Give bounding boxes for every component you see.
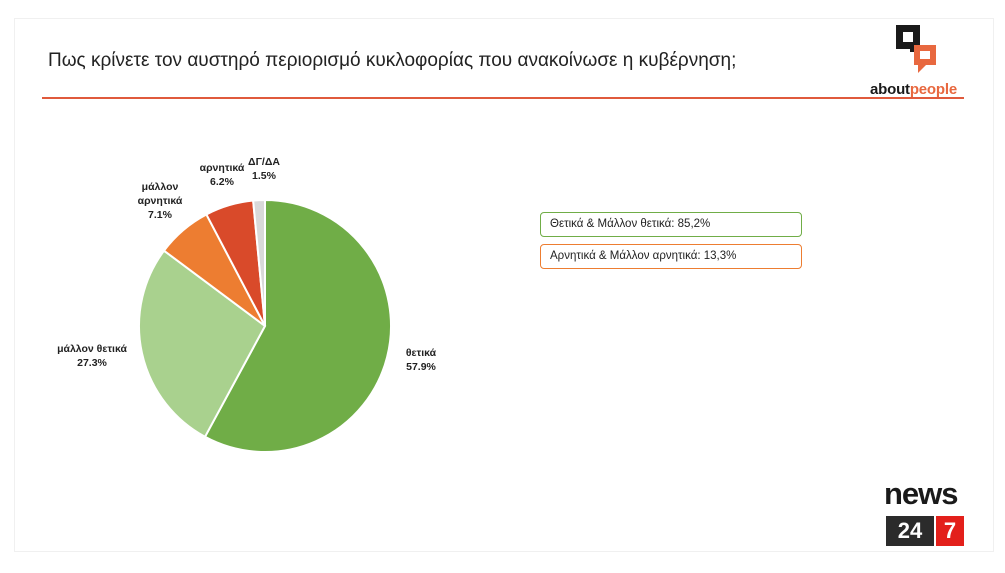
pie-slice-label-1: μάλλον θετικά 27.3% — [57, 343, 127, 369]
pie-slice-1 — [138, 249, 267, 439]
pie-slice-0 — [203, 198, 392, 453]
pie-slice-4 — [252, 198, 266, 327]
aboutpeople-logo: aboutpeople — [870, 25, 966, 100]
pie-slice-name-2: αρνητικά — [138, 195, 183, 207]
aboutpeople-speech-icon — [896, 25, 936, 73]
pie-slice-label-4: ΔΓ/ΔΑ 1.5% — [248, 156, 280, 182]
pie-slice-value-2: 7.1% — [148, 209, 173, 221]
pie-slice-value-3: 6.2% — [210, 176, 235, 188]
aboutpeople-word-about: about — [870, 81, 910, 98]
aboutpeople-word-people: people — [909, 81, 957, 98]
pie-slice-value-1: 27.3% — [77, 357, 107, 369]
pie-slice-label-2: μάλλον αρνητικά 7.1% — [138, 181, 183, 221]
title-divider — [42, 97, 964, 99]
page-title: Πως κρίνετε τον αυστηρό περιορισμό κυκλο… — [48, 50, 737, 71]
pie-slice-label-0: θετικά 57.9% — [406, 347, 437, 373]
summary-positive-box: Θετικά & Μάλλον θετικά: 85,2% — [540, 212, 802, 237]
news247-7: 7 — [936, 516, 964, 546]
summary-negative-box: Αρνητικά & Μάλλον αρνητικά: 13,3% — [540, 244, 802, 269]
pie-slice-name-2: μάλλον — [142, 181, 179, 193]
pie-slice-value-4: 1.5% — [252, 170, 277, 182]
news247-logo: news 24 7 — [884, 476, 968, 548]
aboutpeople-wordmark: aboutpeople — [870, 81, 957, 98]
news247-word: news — [884, 476, 959, 511]
pie-slice-value-0: 57.9% — [406, 361, 436, 373]
pie-slice-name-3: αρνητικά — [200, 162, 245, 174]
pie-slice-name-1: μάλλον θετικά — [57, 343, 127, 355]
news247-24: 24 — [886, 516, 934, 546]
pie-slice-name-4: ΔΓ/ΔΑ — [248, 156, 280, 168]
pie-slice-name-0: θετικά — [406, 347, 437, 359]
pie-slice-label-3: αρνητικά 6.2% — [200, 162, 245, 188]
